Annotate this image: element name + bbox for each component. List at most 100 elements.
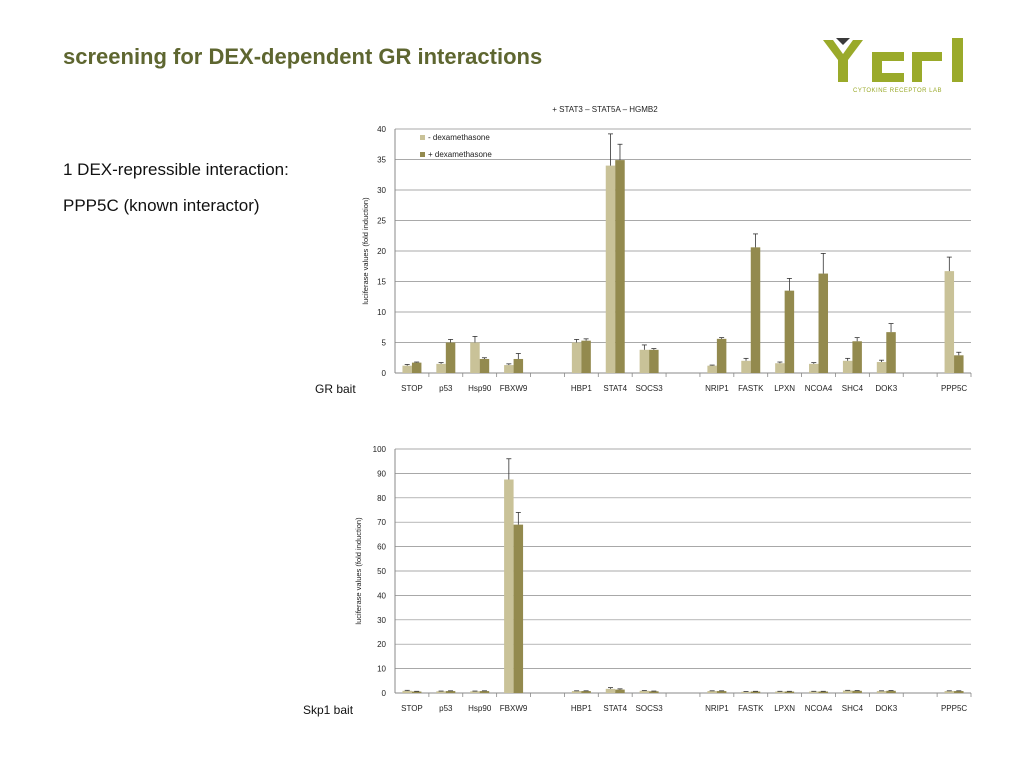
category-label: Hsp90 [468,704,492,713]
slide-title: screening for DEX-dependent GR interacti… [63,44,543,69]
bullet-ppp5c: PPP5C (known interactor) [63,196,260,215]
bar [842,690,853,693]
bar [639,349,650,373]
bar [954,691,964,693]
category-label: LPXN [774,384,795,393]
bar [470,691,480,693]
bar [741,360,751,373]
ycrl-logo-icon: CYTOKINE RECEPTOR LAB [823,38,963,94]
y-tick-label: 15 [377,278,386,287]
bar [581,691,591,693]
category-label: LPXN [774,704,795,713]
bar [436,691,446,693]
y-tick-label: 70 [377,518,386,527]
bar [571,691,582,693]
legend-swatch [420,152,425,157]
category-label: STOP [401,384,423,393]
category-label: NCOA4 [805,704,833,713]
bar [411,362,422,373]
y-tick-label: 90 [377,469,386,478]
bar [615,689,625,693]
bar [716,691,727,693]
bar [513,524,524,693]
category-label: SOCS3 [636,704,664,713]
y-tick-label: 40 [377,125,386,134]
y-axis-label: luciferase values (fold induction) [354,517,363,625]
category-label: p53 [439,704,453,713]
legend-label: - dexamethasone [428,133,490,142]
category-label: NCOA4 [805,384,833,393]
category-label: PPP5C [941,704,967,713]
bar [470,342,480,373]
category-label: STOP [401,704,423,713]
legend-swatch [420,135,425,140]
bar [615,160,625,373]
category-label: HBP1 [571,384,592,393]
category-label: STAT4 [603,384,627,393]
skp1-bait-label: Skp1 bait [303,703,354,717]
y-tick-label: 20 [377,640,386,649]
category-label: HBP1 [571,704,592,713]
bar [605,165,616,373]
category-label: DOK3 [875,384,897,393]
y-tick-label: 35 [377,156,386,165]
bar [649,349,659,373]
bar [775,691,785,693]
legend-label: + dexamethasone [428,150,492,159]
bar [876,362,887,373]
bar [775,363,785,373]
y-axis-label: luciferase values (fold induction) [361,197,370,305]
category-label: NRIP1 [705,704,729,713]
bar [750,691,761,693]
bar [809,691,819,693]
category-label: Hsp90 [468,384,492,393]
bar [944,271,955,373]
category-label: FBXW9 [500,384,528,393]
category-label: FASTK [738,384,764,393]
category-label: DOK3 [875,704,897,713]
bar [479,691,490,693]
bar [852,341,862,373]
y-tick-label: 10 [377,665,386,674]
bar [411,691,422,693]
bar [402,690,412,693]
y-tick-label: 20 [377,247,386,256]
bar [504,479,514,693]
y-tick-label: 80 [377,494,386,503]
bar [504,365,514,373]
y-tick-label: 40 [377,591,386,600]
bar [876,691,887,693]
bar [707,365,717,373]
bar [605,688,616,693]
category-label: SOCS3 [636,384,664,393]
bar [649,691,659,693]
bar [784,290,795,373]
category-label: NRIP1 [705,384,729,393]
category-label: STAT4 [603,704,627,713]
bar [716,338,727,373]
y-tick-label: 30 [377,186,386,195]
y-tick-label: 10 [377,308,386,317]
bar [944,691,955,693]
bar [445,691,456,693]
bar [886,690,896,693]
category-label: FASTK [738,704,764,713]
y-tick-label: 30 [377,616,386,625]
bar [784,691,795,693]
bar [818,273,829,373]
y-tick-label: 5 [382,339,387,348]
bar [639,690,650,693]
y-tick-label: 100 [373,445,387,454]
y-tick-label: 25 [377,217,386,226]
y-tick-label: 60 [377,543,386,552]
category-label: FBXW9 [500,704,528,713]
y-tick-label: 50 [377,567,386,576]
logo-subtitle: CYTOKINE RECEPTOR LAB [853,88,942,94]
bar [842,360,853,373]
category-label: p53 [439,384,453,393]
bar [954,355,964,373]
chart-title: + STAT3 – STAT5A – HGMB2 [552,105,658,114]
chart-2: 0 10 20 30 40 50 60 70 80 90 100 luciferase values … [354,445,972,713]
bar [445,342,456,373]
